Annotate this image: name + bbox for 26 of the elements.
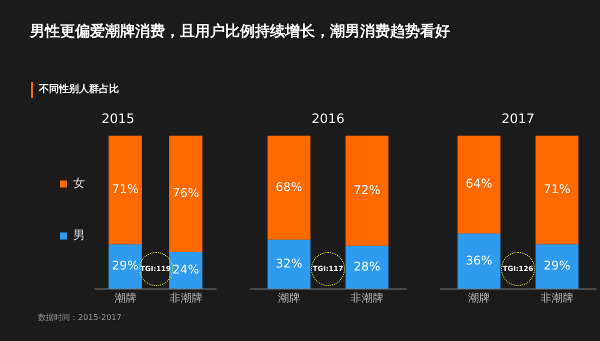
data-label: 76% (172, 186, 200, 200)
data-label: 72% (354, 182, 380, 197)
data-label: 29% (112, 258, 139, 273)
chart-title: 2017 (501, 112, 535, 128)
x-tick-label: 非潮牌 (350, 291, 384, 304)
data-label: 32% (276, 256, 302, 270)
data-label: 68% (276, 180, 302, 194)
x-tick-label: 非潮牌 (169, 291, 202, 304)
text: 不同性别人群占比 (31, 82, 119, 98)
data-label: 71% (544, 182, 570, 196)
data-label: 28% (354, 259, 380, 274)
text: 男性更偏爱潮牌消费，且用户比例持续增长，潮男消费趋势看好 (30, 22, 450, 41)
data-label: 71% (112, 182, 139, 196)
data-label: 29% (544, 258, 570, 273)
x-tick-label: 潮牌 (114, 291, 136, 304)
chart-title: 2015 (101, 112, 135, 128)
legend-label: 男 (73, 228, 85, 242)
x-tick-label: 非潮牌 (540, 291, 574, 304)
x-tick-label: 潮牌 (278, 291, 300, 304)
data-label: 24% (172, 262, 200, 277)
chart-title: 2016 (311, 112, 345, 128)
legend-label: 女 (73, 176, 85, 190)
data-label: 64% (466, 176, 492, 191)
data-label: 36% (466, 253, 492, 268)
x-tick-label: 潮牌 (468, 291, 490, 304)
text: 数据时间：2015-2017 (38, 312, 122, 323)
